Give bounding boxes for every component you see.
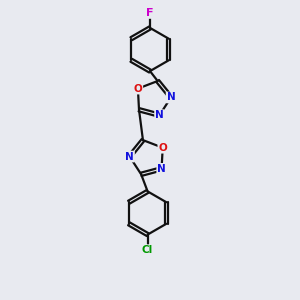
Text: O: O — [158, 143, 167, 153]
Text: F: F — [146, 8, 154, 18]
Text: N: N — [157, 164, 166, 174]
Text: N: N — [167, 92, 176, 103]
Text: N: N — [155, 110, 164, 120]
Text: N: N — [125, 152, 134, 162]
Text: Cl: Cl — [142, 245, 153, 255]
Text: O: O — [134, 84, 142, 94]
